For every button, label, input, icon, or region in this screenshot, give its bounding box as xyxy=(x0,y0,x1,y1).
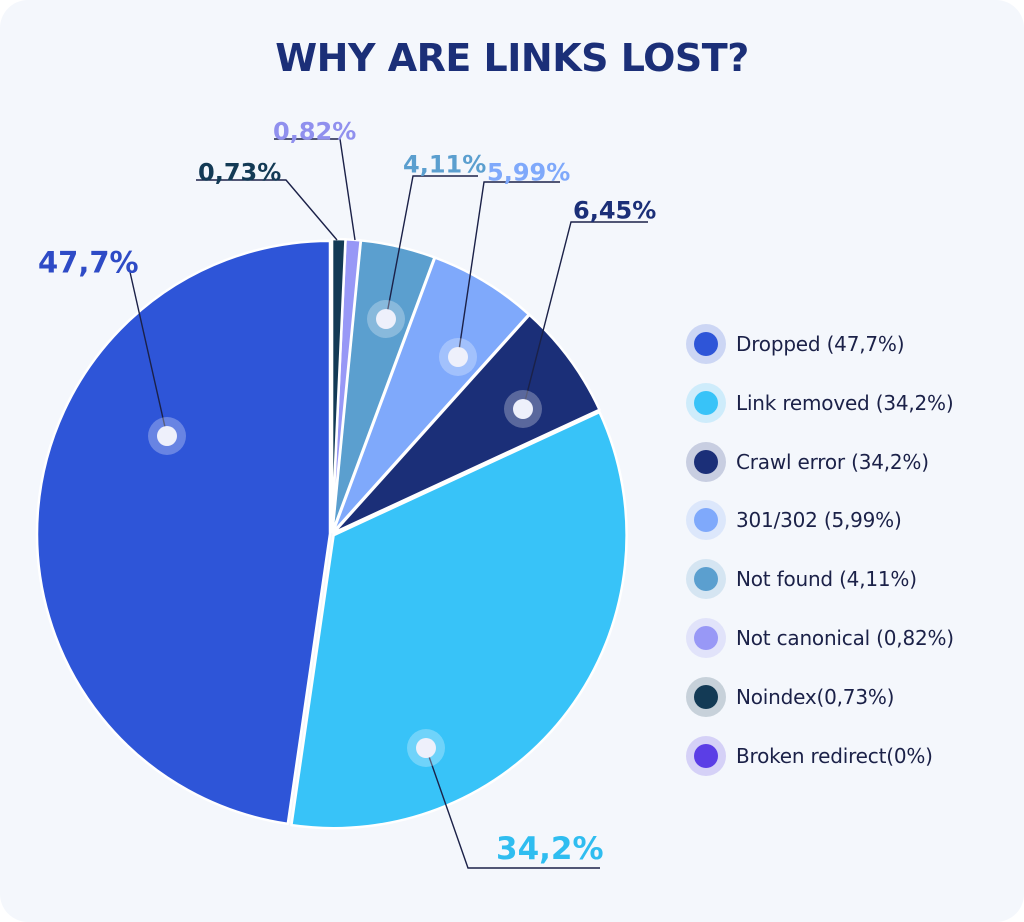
legend-label: Not canonical (0,82%) xyxy=(736,626,954,650)
slice-value-label: 6,45% xyxy=(573,197,656,225)
slice-value-label: 34,2% xyxy=(496,831,604,867)
slice-marker xyxy=(157,426,177,446)
leader-line xyxy=(196,179,338,241)
legend-label: Noindex(0,73%) xyxy=(736,684,895,709)
pie-slice xyxy=(330,237,347,534)
legend-swatch-halo xyxy=(686,736,726,776)
slice-value-label: 0,82% xyxy=(273,118,356,146)
legend-item: 301/302 (5,99%) xyxy=(686,498,1006,542)
slice-markers xyxy=(148,300,542,767)
legend-item: Broken redirect(0%) xyxy=(686,734,1006,778)
leader-line xyxy=(425,747,600,869)
legend-swatch xyxy=(694,508,718,533)
legend-swatch-halo xyxy=(686,677,726,717)
legend-item: Not found (4,11%) xyxy=(686,557,1006,601)
legend-swatch-halo xyxy=(686,559,726,599)
legend-label: Not found (4,11%) xyxy=(736,567,917,592)
slice-value-label: 47,7% xyxy=(38,245,139,279)
legend-swatch xyxy=(694,390,718,415)
legend-swatch-halo xyxy=(686,442,726,482)
legend-swatch xyxy=(694,684,718,709)
legend-item: Not canonical (0,82%) xyxy=(686,616,1006,660)
value-labels: 47,7% 34,2% 6,45%5,99%4,11% 0,82% 0,73% xyxy=(38,118,656,868)
pie-slices xyxy=(35,237,628,830)
legend-swatch xyxy=(694,626,718,650)
leader-lines xyxy=(129,138,648,869)
slice-marker xyxy=(416,738,436,758)
legend-swatch-halo xyxy=(686,324,726,364)
legend-item: Noindex(0,73%) xyxy=(686,675,1006,719)
legend-swatch xyxy=(694,567,718,592)
slice-value-label: 5,99% xyxy=(487,159,570,187)
pie-slice xyxy=(35,239,332,826)
legend-item: Link removed (34,2%) xyxy=(686,381,1006,425)
legend-label: Broken redirect(0%) xyxy=(736,743,933,768)
leader-line xyxy=(457,181,560,358)
legend-swatch-halo xyxy=(686,618,726,658)
legend-label: Dropped (47,7%) xyxy=(736,332,905,356)
legend-label: Crawl error (34,2%) xyxy=(736,449,929,474)
slice-value-label: 4,11% xyxy=(403,151,486,179)
legend-item: Crawl error (34,2%) xyxy=(686,440,1006,484)
legend-swatch xyxy=(694,332,718,356)
leader-line xyxy=(522,221,648,410)
slice-value-label: 0,73% xyxy=(198,159,281,187)
legend-swatch xyxy=(694,449,718,474)
slice-marker xyxy=(448,347,468,367)
leader-line xyxy=(385,175,478,320)
legend-swatch xyxy=(694,743,718,768)
leader-line xyxy=(129,271,168,437)
legend-swatch-halo xyxy=(686,500,726,540)
pie-slice xyxy=(290,410,628,830)
legend-label: 301/302 (5,99%) xyxy=(736,508,902,533)
legend-swatch-halo xyxy=(686,383,726,423)
leader-line xyxy=(274,138,356,241)
slice-marker xyxy=(376,309,396,329)
legend-item: Dropped (47,7%) xyxy=(686,322,1006,366)
slice-marker xyxy=(513,399,533,419)
legend-label: Link removed (34,2%) xyxy=(736,390,954,415)
chart-title: WHY ARE LINKS LOST? xyxy=(275,36,749,80)
